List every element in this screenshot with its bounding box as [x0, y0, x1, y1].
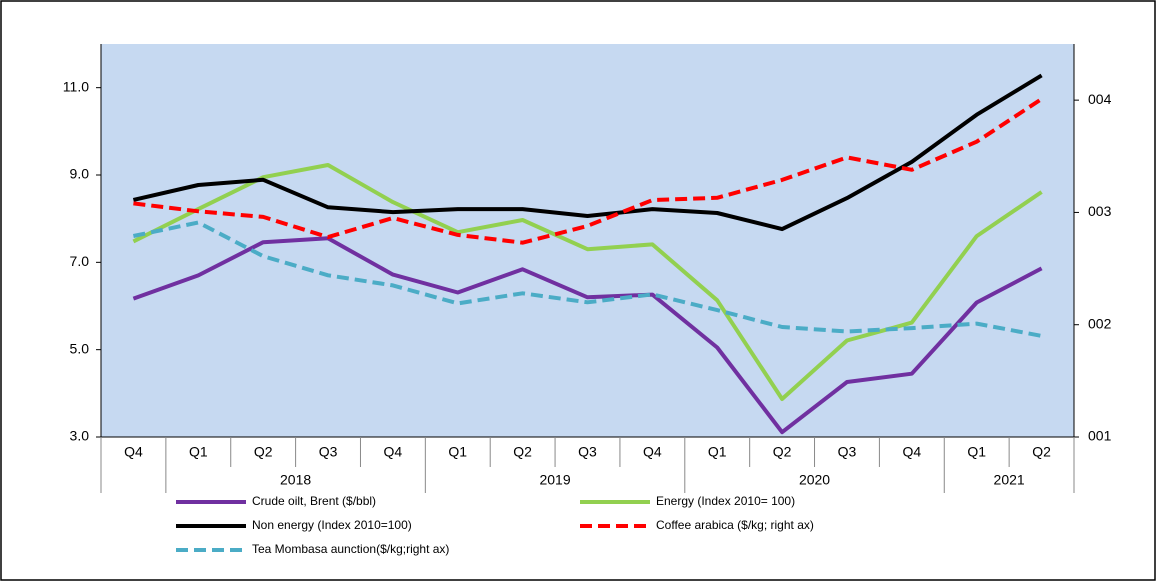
legend-label: Non energy (Index 2010=100) — [252, 518, 412, 532]
x-tick-label: Q4 — [124, 444, 143, 460]
x-tick-label: Q2 — [513, 444, 532, 460]
series-line — [132, 73, 1043, 232]
series-line — [132, 220, 1042, 338]
x-tick-label: Q3 — [578, 444, 597, 460]
y-tick-label: 11.0 — [63, 78, 89, 94]
series-line — [132, 236, 1043, 435]
x-tick-label: Q4 — [643, 444, 662, 460]
y2-tick-label: 004 — [1088, 91, 1112, 107]
y-tick-label: 3.0 — [70, 428, 90, 444]
y-tick-label: 9.0 — [70, 166, 90, 182]
x-tick-label: Q3 — [838, 444, 857, 460]
x-tick-label: Q1 — [448, 444, 467, 460]
y2-tick-label: 003 — [1088, 203, 1112, 219]
y2-tick-label: 002 — [1088, 315, 1112, 331]
x-group-label: 2019 — [539, 472, 570, 488]
y-tick-label: 7.0 — [70, 253, 90, 269]
x-group-label: 2018 — [280, 472, 311, 488]
x-group-label: 2020 — [799, 472, 830, 488]
legend-label: Coffee arabica ($/kg; right ax) — [656, 518, 814, 532]
y-tick-label: 5.0 — [70, 340, 90, 356]
x-tick-label: Q4 — [902, 444, 921, 460]
x-tick-label: Q2 — [773, 444, 792, 460]
x-tick-label: Q4 — [384, 444, 403, 460]
x-tick-label: Q2 — [1032, 444, 1051, 460]
x-tick-label: Q1 — [967, 444, 986, 460]
legend-label: Tea Mombasa aunction($/kg;right ax) — [252, 542, 449, 556]
series-line — [133, 97, 1043, 245]
x-tick-label: Q3 — [319, 444, 338, 460]
x-tick-label: Q1 — [189, 444, 208, 460]
plot-area — [101, 44, 1074, 437]
x-tick-label: Q1 — [708, 444, 727, 460]
legend-label: Energy (Index 2010= 100) — [656, 494, 795, 508]
y2-tick-label: 001 — [1088, 428, 1112, 444]
legend-label: Crude oilt, Brent ($/bbl) — [252, 494, 376, 508]
x-group-label: 2021 — [994, 472, 1025, 488]
x-tick-label: Q2 — [254, 444, 273, 460]
